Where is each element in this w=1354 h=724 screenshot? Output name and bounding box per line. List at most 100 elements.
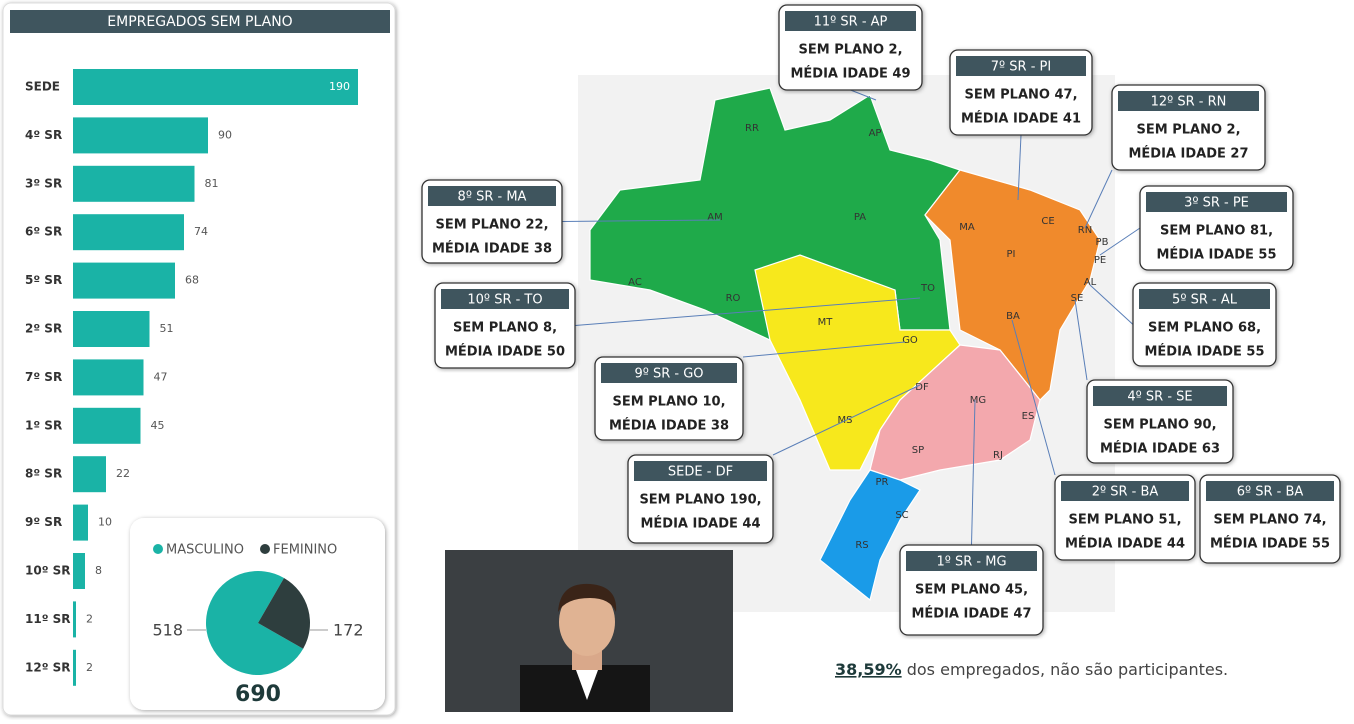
callout-title: 1º SR - MG (936, 555, 1006, 570)
category-label: 9º SR (25, 515, 62, 529)
callout-line: MÉDIA IDADE 27 (1128, 146, 1248, 162)
callout-line: MÉDIA IDADE 55 (1156, 247, 1276, 263)
callout-line: MÉDIA IDADE 38 (432, 241, 552, 257)
callout-line: SEM PLANO 47, (964, 88, 1077, 103)
value-label: 2 (86, 612, 93, 625)
state-label: TO (920, 283, 935, 294)
callout-line: SEM PLANO 2, (1136, 123, 1240, 138)
state-label: RO (726, 293, 741, 304)
bar (73, 311, 150, 347)
category-label: 5º SR (25, 273, 62, 287)
category-label: 1º SR (25, 418, 62, 432)
callout-line: SEM PLANO 45, (915, 583, 1028, 598)
state-label: PA (854, 212, 866, 223)
callout-line: MÉDIA IDADE 44 (640, 516, 760, 532)
state-label: MG (970, 395, 986, 406)
callout-title: 6º SR - BA (1237, 485, 1304, 500)
value-label: 22 (116, 467, 130, 480)
category-label: 4º SR (25, 128, 62, 142)
state-label: MT (818, 317, 834, 328)
callout-title: 3º SR - PE (1184, 196, 1249, 211)
value-label: 68 (185, 274, 199, 287)
value-label: 10 (98, 516, 112, 529)
category-label: 11º SR (25, 612, 71, 626)
state-label: MA (959, 222, 975, 233)
value-label: 2 (86, 661, 93, 674)
callout-line: MÉDIA IDADE 44 (1065, 536, 1185, 552)
callout-line: SEM PLANO 90, (1103, 418, 1216, 433)
state-label: ES (1022, 411, 1035, 422)
state-label: SP (912, 445, 924, 456)
bar-title: EMPREGADOS SEM PLANO (107, 14, 292, 30)
bar (73, 650, 76, 686)
callout-line: MÉDIA IDADE 41 (961, 111, 1081, 127)
callout-title: 11º SR - AP (814, 15, 888, 30)
footer-highlight: 38,59% (835, 660, 902, 679)
pie-total: 690 (235, 682, 281, 707)
callout-line: SEM PLANO 68, (1148, 321, 1261, 336)
value-label: 81 (205, 177, 219, 190)
category-label: 7º SR (25, 370, 62, 384)
state-label: AP (869, 128, 882, 139)
state-label: RJ (993, 450, 1003, 461)
state-label: SE (1071, 293, 1084, 304)
state-label: PB (1096, 237, 1109, 248)
bar (73, 408, 141, 444)
state-label: GO (902, 335, 918, 346)
callout-line: SEM PLANO 190, (639, 493, 761, 508)
value-label: 51 (160, 322, 174, 335)
category-label: 10º SR (25, 564, 71, 578)
pie-value-label: 172 (333, 621, 364, 640)
state-label: AC (628, 277, 642, 288)
dashboard: EMPREGADOS SEM PLANO SEDE 190 4º SR 90 3º SR… (0, 0, 1354, 720)
bar (73, 69, 358, 105)
value-label: 90 (218, 128, 232, 141)
state-label: RR (745, 123, 759, 134)
category-label: 12º SR (25, 660, 71, 674)
value-label: 190 (329, 80, 350, 93)
callout-title: SEDE - DF (668, 465, 733, 480)
legend-label: MASCULINO (166, 543, 244, 558)
callout-title: 7º SR - PI (991, 60, 1051, 75)
state-label: SC (895, 510, 908, 521)
callout-title: 2º SR - BA (1092, 485, 1159, 500)
callout-line: MÉDIA IDADE 49 (790, 66, 910, 82)
callout-line: MÉDIA IDADE 55 (1144, 344, 1264, 360)
legend-dot (260, 544, 270, 554)
state-label: PI (1007, 249, 1016, 260)
state-label: BA (1006, 311, 1020, 322)
bar (73, 359, 144, 395)
bar (73, 117, 208, 153)
legend-dot (153, 544, 163, 554)
callout-title: 5º SR - AL (1172, 293, 1238, 308)
state-label: PR (876, 477, 889, 488)
value-label: 45 (151, 419, 165, 432)
state-label: AL (1084, 277, 1097, 288)
callout-line: MÉDIA IDADE 38 (609, 418, 729, 434)
footer: 38,59% dos empregados, não são participa… (835, 660, 1228, 679)
category-label: 8º SR (25, 467, 62, 481)
callout-title: 9º SR - GO (634, 367, 703, 382)
category-label: 2º SR (25, 322, 62, 336)
callout-line: MÉDIA IDADE 50 (445, 344, 565, 360)
callout-title: 12º SR - RN (1151, 95, 1227, 110)
category-label: 6º SR (25, 225, 62, 239)
bar (73, 263, 175, 299)
callout-line: MÉDIA IDADE 63 (1100, 441, 1220, 457)
legend-label: FEMININO (273, 543, 337, 558)
callout-line: SEM PLANO 10, (612, 395, 725, 410)
state-label: RS (855, 540, 868, 551)
callout-line: SEM PLANO 22, (435, 218, 548, 233)
category-label: 3º SR (25, 176, 62, 190)
state-label: DF (915, 382, 929, 393)
callout-line: MÉDIA IDADE 55 (1210, 536, 1330, 552)
value-label: 8 (95, 564, 102, 577)
callout-line: SEM PLANO 81, (1160, 224, 1273, 239)
photo (445, 550, 733, 712)
value-label: 47 (154, 370, 168, 383)
category-label: SEDE (25, 80, 60, 94)
callout-line: SEM PLANO 74, (1213, 513, 1326, 528)
state-label: AM (707, 212, 722, 223)
value-label: 74 (194, 225, 208, 238)
state-label: CE (1041, 216, 1054, 227)
